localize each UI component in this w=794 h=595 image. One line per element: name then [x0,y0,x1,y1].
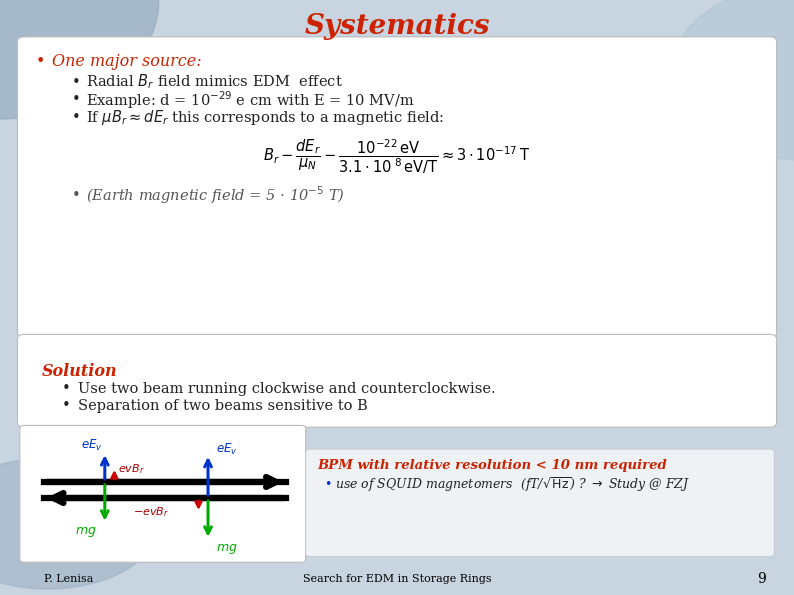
Text: If $\mu B_r$$\approx$$dE_r$ this corresponds to a magnetic field:: If $\mu B_r$$\approx$$dE_r$ this corresp… [86,108,444,127]
Text: •: • [71,92,80,108]
Text: $B_r - \dfrac{dE_r}{\mu_N} - \dfrac{10^{-22}\,\mathrm{eV}}{3.1\cdot10^{\ 8}\,\ma: $B_r - \dfrac{dE_r}{\mu_N} - \dfrac{10^{… [264,137,530,176]
Text: $evB_r$: $evB_r$ [118,462,145,476]
FancyBboxPatch shape [306,449,774,556]
Text: $eE_v$: $eE_v$ [216,442,237,458]
Text: BPM with relative resolution < 10 nm required: BPM with relative resolution < 10 nm req… [318,459,667,472]
Text: •: • [62,381,71,396]
Text: P. Lenisa: P. Lenisa [44,574,93,584]
Text: •: • [36,54,45,70]
Text: $mg$: $mg$ [216,541,237,556]
Text: $mg$: $mg$ [75,525,96,539]
Ellipse shape [0,458,159,589]
Ellipse shape [0,0,159,119]
Text: One major source:: One major source: [52,54,201,70]
Text: Systematics: Systematics [304,13,490,40]
FancyBboxPatch shape [20,425,306,562]
Text: Use two beam running clockwise and counterclockwise.: Use two beam running clockwise and count… [78,381,495,396]
Text: •: • [62,398,71,414]
Text: $eE_v$: $eE_v$ [81,437,102,453]
Text: $-evB_r$: $-evB_r$ [133,505,168,519]
Text: •: • [71,110,80,126]
Text: (Earth magnetic field = 5 $\cdot$ 10$^{-5}$ T): (Earth magnetic field = 5 $\cdot$ 10$^{-… [86,184,345,206]
Text: Radial $B_r$ field mimics EDM  effect: Radial $B_r$ field mimics EDM effect [86,73,342,92]
Text: •: • [71,187,80,203]
Text: Search for EDM in Storage Rings: Search for EDM in Storage Rings [303,574,491,584]
FancyBboxPatch shape [17,37,777,338]
Text: Solution: Solution [41,364,117,380]
Ellipse shape [671,0,794,161]
FancyBboxPatch shape [17,334,777,427]
Text: 9: 9 [757,572,766,586]
Text: use of SQUID magnetomers  (fT/$\sqrt{\rm Hz}$) ? $\rightarrow$ Study @ FZJ: use of SQUID magnetomers (fT/$\sqrt{\rm … [335,475,690,494]
Text: Example: d = 10$^{-29}$ e cm with E = 10 MV/m: Example: d = 10$^{-29}$ e cm with E = 10… [86,89,414,111]
Text: •: • [71,74,80,90]
Text: Separation of two beams sensitive to B: Separation of two beams sensitive to B [78,399,368,413]
Text: •: • [324,478,331,491]
